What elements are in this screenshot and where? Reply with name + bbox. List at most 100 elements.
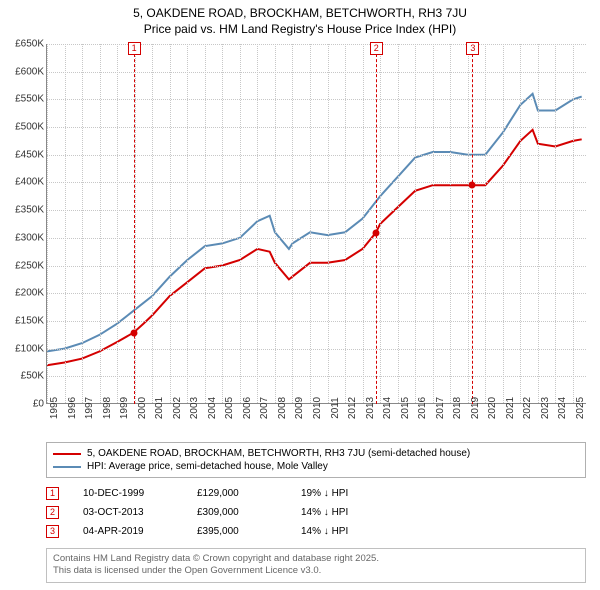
gridline-v bbox=[573, 44, 574, 403]
x-axis-label: 2017 bbox=[435, 397, 446, 419]
sale-date: 10-DEC-1999 bbox=[83, 488, 173, 499]
legend-swatch bbox=[53, 466, 81, 468]
gridline-v bbox=[292, 44, 293, 403]
x-axis-label: 2024 bbox=[557, 397, 568, 419]
y-axis-label: £250K bbox=[4, 260, 44, 271]
x-axis-label: 2002 bbox=[172, 397, 183, 419]
title-line-1: 5, OAKDENE ROAD, BROCKHAM, BETCHWORTH, R… bbox=[0, 6, 600, 22]
gridline-v bbox=[152, 44, 153, 403]
legend-item: 5, OAKDENE ROAD, BROCKHAM, BETCHWORTH, R… bbox=[53, 447, 579, 460]
marker-badge: 1 bbox=[128, 42, 141, 55]
y-axis-label: £500K bbox=[4, 122, 44, 133]
y-axis-label: £350K bbox=[4, 205, 44, 216]
sale-delta: 14% ↓ HPI bbox=[301, 526, 401, 537]
x-axis-label: 2023 bbox=[540, 397, 551, 419]
gridline-h bbox=[47, 182, 586, 183]
legend-swatch bbox=[53, 453, 81, 455]
title-line-2: Price paid vs. HM Land Registry's House … bbox=[0, 22, 600, 38]
gridline-v bbox=[328, 44, 329, 403]
x-axis-label: 2025 bbox=[575, 397, 586, 419]
gridline-v bbox=[222, 44, 223, 403]
chart-title: 5, OAKDENE ROAD, BROCKHAM, BETCHWORTH, R… bbox=[0, 0, 600, 37]
gridline-v bbox=[257, 44, 258, 403]
gridline-v bbox=[555, 44, 556, 403]
x-axis-label: 2007 bbox=[259, 397, 270, 419]
gridline-v bbox=[187, 44, 188, 403]
x-axis-label: 1998 bbox=[102, 397, 113, 419]
x-axis-label: 1995 bbox=[49, 397, 60, 419]
gridline-h bbox=[47, 155, 586, 156]
gridline-v bbox=[503, 44, 504, 403]
sale-row: 203-OCT-2013£309,00014% ↓ HPI bbox=[46, 503, 586, 522]
gridline-v bbox=[117, 44, 118, 403]
legend-label: 5, OAKDENE ROAD, BROCKHAM, BETCHWORTH, R… bbox=[87, 448, 470, 459]
gridline-v bbox=[170, 44, 171, 403]
gridline-v bbox=[205, 44, 206, 403]
sale-price: £129,000 bbox=[197, 488, 277, 499]
x-axis-label: 2010 bbox=[312, 397, 323, 419]
footer-line-1: Contains HM Land Registry data © Crown c… bbox=[53, 553, 579, 565]
legend-box: 5, OAKDENE ROAD, BROCKHAM, BETCHWORTH, R… bbox=[46, 442, 586, 478]
y-axis-label: £0 bbox=[4, 399, 44, 410]
x-axis-label: 1996 bbox=[67, 397, 78, 419]
x-axis-label: 2022 bbox=[522, 397, 533, 419]
sale-row: 1 10-DEC-1999 £129,000 19% ↓ HPI bbox=[46, 484, 586, 503]
gridline-v bbox=[275, 44, 276, 403]
sale-badge: 1 bbox=[46, 487, 59, 500]
footer-line-2: This data is licensed under the Open Gov… bbox=[53, 565, 579, 577]
gridline-h bbox=[47, 349, 586, 350]
gridline-h bbox=[47, 99, 586, 100]
marker-vline bbox=[134, 44, 135, 404]
x-axis-label: 2005 bbox=[224, 397, 235, 419]
gridline-v bbox=[47, 44, 48, 403]
x-axis-label: 2020 bbox=[487, 397, 498, 419]
chart-plot-area: 123 bbox=[46, 44, 586, 404]
y-axis-label: £650K bbox=[4, 39, 44, 50]
sale-badge: 3 bbox=[46, 525, 59, 538]
x-axis-label: 2018 bbox=[452, 397, 463, 419]
x-axis-label: 2009 bbox=[294, 397, 305, 419]
gridline-v bbox=[520, 44, 521, 403]
x-axis-label: 2011 bbox=[330, 397, 341, 419]
y-axis-label: £150K bbox=[4, 315, 44, 326]
gridline-v bbox=[100, 44, 101, 403]
gridline-v bbox=[415, 44, 416, 403]
sale-price: £395,000 bbox=[197, 526, 277, 537]
y-axis-label: £400K bbox=[4, 177, 44, 188]
marker-dot bbox=[372, 229, 379, 236]
marker-badge: 2 bbox=[370, 42, 383, 55]
gridline-h bbox=[47, 376, 586, 377]
sales-table: 1 10-DEC-1999 £129,000 19% ↓ HPI 2 03-OCT-201… bbox=[46, 484, 586, 541]
y-axis-label: £450K bbox=[4, 149, 44, 160]
sale-badge: 2 bbox=[46, 506, 59, 519]
gridline-v bbox=[450, 44, 451, 403]
gridline-v bbox=[538, 44, 539, 403]
gridline-v bbox=[468, 44, 469, 403]
y-axis-label: £600K bbox=[4, 66, 44, 77]
gridline-h bbox=[47, 210, 586, 211]
x-axis-label: 2004 bbox=[207, 397, 218, 419]
legend-item: HPI: Average price, semi-detached house,… bbox=[53, 460, 579, 473]
y-axis-label: £100K bbox=[4, 343, 44, 354]
gridline-v bbox=[135, 44, 136, 403]
x-axis-label: 2016 bbox=[417, 397, 428, 419]
y-axis-label: £300K bbox=[4, 232, 44, 243]
x-axis-label: 2000 bbox=[137, 397, 148, 419]
gridline-h bbox=[47, 266, 586, 267]
x-axis-label: 2008 bbox=[277, 397, 288, 419]
gridline-h bbox=[47, 72, 586, 73]
x-axis-label: 1997 bbox=[84, 397, 95, 419]
sale-delta: 19% ↓ HPI bbox=[301, 488, 401, 499]
marker-dot bbox=[130, 329, 137, 336]
gridline-v bbox=[65, 44, 66, 403]
gridline-h bbox=[47, 127, 586, 128]
gridline-h bbox=[47, 238, 586, 239]
gridline-v bbox=[380, 44, 381, 403]
x-axis-label: 2006 bbox=[242, 397, 253, 419]
gridline-v bbox=[82, 44, 83, 403]
series-line-property bbox=[47, 130, 582, 365]
gridline-h bbox=[47, 321, 586, 322]
sale-date: 03-OCT-2013 bbox=[83, 507, 173, 518]
x-axis-label: 2019 bbox=[470, 397, 481, 419]
x-axis-label: 2015 bbox=[400, 397, 411, 419]
